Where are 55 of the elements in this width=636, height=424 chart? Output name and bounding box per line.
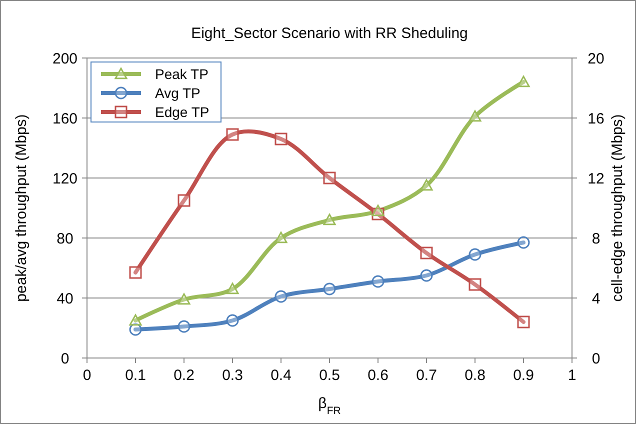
y2-tick-label: 20: [588, 50, 604, 68]
point: [323, 214, 336, 226]
point: [129, 314, 142, 326]
x-tick-label: 0.1: [125, 367, 146, 384]
y-tick-label: 200: [52, 50, 78, 68]
point: [420, 269, 433, 282]
legend-label: Edge TP: [155, 104, 210, 120]
point: [178, 293, 190, 305]
point: [274, 290, 288, 303]
legend-label: Avg TP: [155, 84, 200, 101]
point: [274, 132, 288, 146]
point: [420, 246, 433, 260]
x-tick-label: 0.4: [270, 367, 292, 384]
point: [226, 282, 239, 294]
x-tick-label: 0.5: [319, 367, 340, 384]
y-tick-label: 0: [60, 350, 70, 368]
y2-tick-label: 16: [588, 110, 604, 128]
point: [226, 314, 239, 327]
point: [372, 275, 384, 288]
point: [226, 128, 239, 141]
y2-tick-label: 12: [588, 170, 604, 188]
y2-tick-label: 4: [592, 290, 600, 308]
chart-title: Eight_Sector Scenario with RR Sheduling: [191, 25, 468, 42]
point: [517, 316, 530, 328]
point: [178, 194, 190, 207]
point: [323, 282, 336, 296]
x-tick-label: 0.8: [464, 367, 486, 384]
point: [323, 172, 336, 184]
x-axis-title: β$_{FR}$: [318, 395, 342, 417]
x-tick-label: 0.2: [174, 367, 194, 384]
x-tick-label: 0.3: [222, 367, 243, 384]
y2-axis-title: cell-edge throughput (Mbps): [609, 114, 626, 302]
x-tick-label: 0.9: [513, 367, 534, 384]
point: [420, 179, 433, 191]
point: [274, 232, 288, 244]
x-tick-label: 0.7: [416, 367, 437, 384]
legend-label: Peak TP: [155, 66, 208, 82]
point: [468, 278, 482, 291]
point: [372, 204, 384, 216]
x-tick-label: 0: [82, 367, 92, 384]
y2-tick-label: 0: [592, 350, 600, 368]
y2-tick-label: 8: [592, 230, 600, 248]
x-tick-label: 1: [568, 367, 576, 384]
y-tick-label: 160: [52, 110, 78, 128]
y-tick-label: 40: [56, 290, 74, 308]
y-tick-label: 120: [52, 170, 78, 188]
point: [517, 76, 530, 88]
point: [468, 248, 482, 261]
point: [517, 236, 530, 249]
point: [178, 320, 190, 333]
y-tick-label: 80: [56, 230, 74, 248]
point: [468, 110, 482, 122]
point: [129, 266, 142, 279]
x-tick-label: 0.6: [368, 367, 388, 384]
y-axis-title: peak/avg throughput (Mbps): [13, 114, 30, 302]
